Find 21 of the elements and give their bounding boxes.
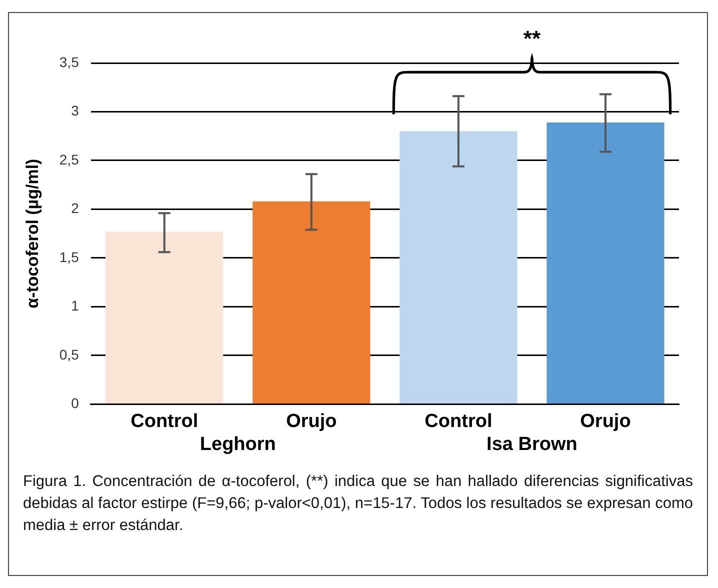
bar	[106, 232, 224, 404]
bar	[546, 122, 664, 404]
y-tick-label: 1,5	[59, 248, 80, 265]
x-tick-label: Control	[130, 410, 198, 432]
x-tick-label: Control	[424, 410, 492, 432]
y-tick-label: 3	[71, 102, 80, 119]
y-tick-label: 3,5	[59, 54, 80, 70]
text: Leghorn	[200, 434, 276, 456]
bar	[252, 201, 370, 404]
x-tick-label: Orujo	[286, 410, 337, 432]
y-tick-label: 2	[71, 200, 80, 216]
y-tick-label: 0	[71, 395, 80, 412]
y-tick-label: 1	[71, 298, 80, 314]
y-tick-label: 2,5	[59, 151, 80, 168]
text: **	[523, 26, 541, 52]
x-tick-label: Orujo	[580, 410, 631, 432]
y-axis-title: α-tocoferol (µg/ml)	[22, 158, 42, 308]
text: Isa Brown	[486, 434, 578, 456]
bar	[400, 131, 518, 404]
y-tick-label: 0,5	[59, 346, 80, 362]
text: Figura 1. Concentración de α-tocoferol, (**) indica que se han hallado diferencias significativas debidas al factor estirpe (F=9,66; p-valor<0,01), n=15-17. Todos los resultados se expresan como media ± error estándar.	[23, 472, 693, 536]
